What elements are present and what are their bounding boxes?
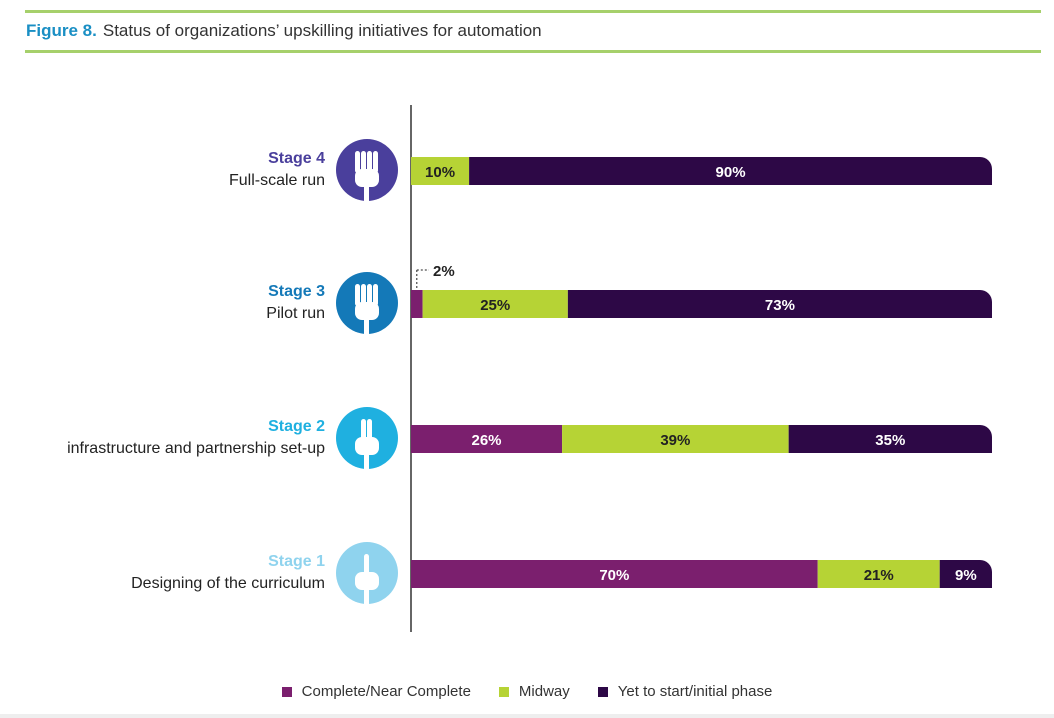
stage-4-palm [355, 169, 379, 187]
stage-4-finger [367, 151, 372, 173]
figure-title-text: Status of organizations’ upskilling init… [102, 21, 542, 40]
stage-3-data-label-midway: 25% [480, 297, 510, 314]
stage-1-data-label-midway: 21% [864, 567, 894, 584]
stage-4-finger [355, 151, 360, 173]
stage-3-bar-yet [567, 290, 992, 318]
stage-4-finger [361, 151, 366, 173]
legend-label-complete: Complete/Near Complete [301, 683, 471, 700]
stage-3-finger [355, 284, 360, 306]
top-rule [25, 10, 1041, 13]
legend-label-midway: Midway [518, 683, 570, 700]
stage-4-hand-shape [355, 151, 379, 201]
legend-item-complete: Complete/Near Complete [281, 683, 471, 700]
stage-2-palm [355, 437, 379, 455]
legend-item-midway: Midway [498, 683, 570, 700]
stage-3-label: Pilot run [266, 305, 325, 322]
stage-4-data-label-yet: 90% [716, 164, 746, 181]
stage-2-bar-complete [411, 425, 563, 453]
legend-swatch-yet [597, 686, 608, 697]
stage-2-label: infrastructure and partnership set-up [67, 440, 325, 457]
stage-2-data-label-complete: 26% [472, 432, 502, 449]
stage-4-data-label-midway: 10% [425, 164, 455, 181]
stage-4-bar-yet [469, 157, 992, 185]
stage-2-hand-shape [355, 419, 379, 469]
stage-4-title: Stage 4 [268, 150, 325, 167]
stage-3-finger [367, 284, 372, 306]
page-bottom-edge [0, 714, 1054, 718]
stage-3-bar-midway [422, 290, 568, 318]
stage-1-wrist [364, 586, 369, 604]
stage-1-finger [364, 554, 369, 576]
stage-3-finger [361, 284, 366, 306]
stage-1-hand-shape [355, 554, 379, 604]
stage-2-data-label-yet: 35% [875, 432, 905, 449]
stage-3-bar-complete [411, 290, 423, 318]
stage-4-wrist [364, 183, 369, 201]
stage-2-data-label-midway: 39% [660, 432, 690, 449]
stage-3-data-label-complete: 2% [433, 263, 455, 280]
stage-2-bar-midway [562, 425, 789, 453]
stage-3-hand-shape [355, 284, 379, 334]
stage-2-title: Stage 2 [268, 418, 325, 435]
title-rule [25, 50, 1041, 53]
legend-swatch-midway [498, 686, 509, 697]
stage-3-finger [373, 284, 378, 306]
stage-4-label: Full-scale run [229, 172, 325, 189]
stage-3-palm [355, 302, 379, 320]
stage-1-bar-yet [939, 560, 992, 588]
stage-3-wrist [364, 316, 369, 334]
legend-swatch-complete [281, 686, 292, 697]
stage-2-bar-yet [788, 425, 992, 453]
stage-3-data-label-yet: 73% [765, 297, 795, 314]
stage-3-title: Stage 3 [268, 283, 325, 300]
stage-1-data-label-complete: 70% [599, 567, 629, 584]
stage-1-label: Designing of the curriculum [131, 575, 325, 592]
legend: Complete/Near Complete Midway Yet to sta… [0, 683, 1054, 700]
stage-1-palm [355, 572, 379, 590]
stage-1-bar-complete [411, 560, 818, 588]
legend-item-yet: Yet to start/initial phase [597, 683, 773, 700]
stage-2-finger [367, 419, 372, 441]
stage-1-title: Stage 1 [268, 553, 325, 570]
stage-1-data-label-yet: 9% [955, 567, 977, 584]
stage-2-finger [361, 419, 366, 441]
legend-label-yet: Yet to start/initial phase [617, 683, 773, 700]
stage-1-bar-midway [817, 560, 940, 588]
stage-2-wrist [364, 451, 369, 469]
stage-4-bar-midway [411, 157, 470, 185]
figure-title: Figure 8. Status of organizations’ upskil… [26, 21, 542, 41]
figure-number: Figure 8. [26, 21, 97, 40]
stage-4-finger [373, 151, 378, 173]
